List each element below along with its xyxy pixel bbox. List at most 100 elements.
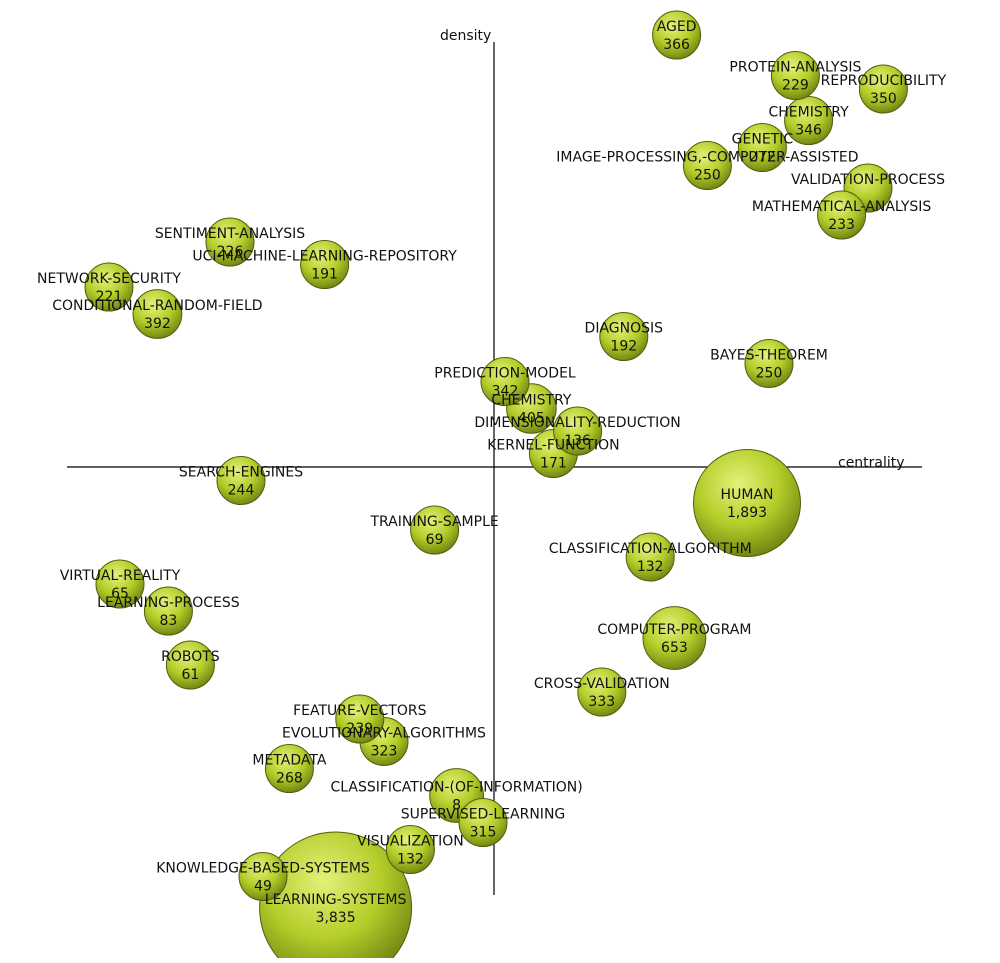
bubble-metadata[interactable] — [264, 744, 314, 793]
bubble-label-classification-of-information: CLASSIFICATION-(OF-INFORMATION) — [330, 780, 582, 796]
bubble-label-reproducibility: REPRODUCIBILITY — [821, 73, 947, 89]
bubble-count-chemistry: 346 — [795, 123, 822, 139]
bubble-label-prediction-model: PREDICTION-MODEL — [434, 366, 576, 382]
bubble-label-search-engines: SEARCH-ENGINES — [179, 465, 303, 481]
bubble-count-mathematical-analysis: 233 — [828, 217, 855, 233]
bubble-count-metadata: 268 — [276, 771, 303, 787]
bubble-count-cross-validation: 333 — [588, 694, 615, 710]
bubble-virtual-reality[interactable] — [95, 559, 145, 609]
bubble-count-classification-algorithm: 132 — [637, 559, 664, 575]
bubble-count-human: 1,893 — [727, 505, 767, 521]
bubble-robots[interactable] — [165, 640, 215, 690]
bubble-label-protein-analysis: PROTEIN-ANALYSIS — [729, 60, 861, 76]
bubble-count-search-engines: 244 — [228, 483, 255, 499]
bubble-protein-analysis[interactable] — [770, 51, 820, 100]
bubble-count-uci-machine-learning-repository: 191 — [311, 267, 338, 283]
bubble-count-supervised-learning: 315 — [470, 825, 497, 841]
bubble-count-robots: 61 — [181, 667, 199, 683]
bubble-reproducibility[interactable] — [858, 64, 908, 114]
bubble-learning-systems[interactable] — [259, 831, 413, 963]
bubble-count-conditional-random-field: 392 — [144, 316, 171, 332]
bubble-computer-program[interactable] — [642, 606, 707, 670]
x-axis-label: centrality — [838, 455, 905, 471]
bubble-learning-process[interactable] — [143, 586, 193, 636]
bubble-label-bayes-theorem: BAYES-THEOREM — [710, 348, 828, 364]
bubble-sentiment-analysis[interactable] — [205, 217, 255, 267]
label-layer: AGED 366 PROTEIN-ANALYSIS 229 REPRODUCIBILIT… — [37, 19, 947, 926]
bubble-count-protein-analysis: 229 — [782, 78, 809, 94]
bubble-count-image-processing-computer-assisted: 250 — [694, 168, 721, 184]
bubble-label-robots: ROBOTS — [161, 649, 220, 665]
bubble-label-dimensionality-reduction: DIMENSIONALITY-REDUCTION — [474, 415, 680, 431]
bubble-label-validation-process: VALIDATION-PROCESS — [791, 172, 945, 188]
bubble-uci-machine-learning-repository[interactable] — [300, 240, 350, 289]
bubble-count-evolutionary-algorithms: 323 — [371, 744, 398, 760]
bubble-count-prediction-model: 342 — [492, 384, 519, 400]
bubble-count-visualization: 132 — [397, 852, 424, 868]
bubble-human[interactable] — [693, 449, 801, 557]
bubble-label-uci-machine-learning-repository: UCI-MACHINE-LEARNING-REPOSITORY — [192, 249, 457, 265]
bubble-label-feature-vectors: FEATURE-VECTORS — [293, 703, 426, 719]
bubble-training-sample[interactable] — [410, 505, 460, 555]
bubble-label-training-sample: TRAINING-SAMPLE — [369, 514, 498, 530]
bubble-count-classification-of-information: 8 — [452, 798, 461, 814]
bubble-image-processing-computer-assisted[interactable] — [682, 141, 732, 190]
bubble-count-virtual-reality: 65 — [111, 586, 129, 602]
bubble-label-image-processing-computer-assisted: IMAGE-PROCESSING,-COMPUTER-ASSISTED — [556, 150, 858, 166]
bubble-label-network-security: NETWORK-SECURITY — [37, 271, 181, 287]
bubble-label-genetic: GENETIC — [732, 132, 794, 148]
bubble-count-dimensionality-reduction: 136 — [564, 433, 591, 449]
bubble-label-metadata: METADATA — [252, 753, 326, 769]
bubble-count-kernel-function: 171 — [540, 456, 567, 472]
bubble-mathematical-analysis[interactable] — [817, 190, 867, 240]
bubble-count-diagnosis: 192 — [610, 339, 637, 355]
bubble-supervised-learning[interactable] — [458, 798, 508, 847]
bubble-genetic[interactable] — [737, 123, 787, 172]
bubble-label-knowledge-based-systems: KNOWLEDGE-BASED-SYSTEMS — [156, 861, 370, 877]
bubble-label-diagnosis: DIAGNOSIS — [585, 321, 664, 337]
bubble-count-sentiment-analysis: 226 — [217, 244, 244, 260]
bubble-search-engines[interactable] — [216, 456, 266, 505]
bubble-label-cross-validation: CROSS-VALIDATION — [534, 676, 670, 692]
bubble-chemistry[interactable] — [784, 96, 834, 145]
bubble-label-chemistry: CHEMISTRY — [491, 393, 572, 409]
bubble-cross-validation[interactable] — [577, 667, 627, 717]
bubble-label-evolutionary-algorithms: EVOLUTIONARY-ALGORITHMS — [282, 726, 486, 742]
bubble-count-network-security: 221 — [96, 289, 123, 305]
bubble-label-chemistry: CHEMISTRY — [769, 105, 850, 121]
bubble-network-security[interactable] — [84, 262, 134, 312]
bubble-label-virtual-reality: VIRTUAL-REALITY — [60, 568, 181, 584]
bubble-label-learning-systems: LEARNING-SYSTEMS — [265, 892, 407, 908]
bubble-label-human: HUMAN — [721, 487, 774, 503]
bubble-label-kernel-function: KERNEL-FUNCTION — [487, 438, 619, 454]
bubble-count-genetic: 272 — [749, 150, 776, 166]
bubble-conditional-random-field[interactable] — [132, 289, 183, 339]
bubble-count-bayes-theorem: 250 — [756, 366, 783, 382]
bubble-aged[interactable] — [652, 10, 702, 60]
bubble-layer — [84, 10, 908, 963]
bubble-diagnosis[interactable] — [599, 312, 649, 361]
bubble-count-knowledge-based-systems: 49 — [254, 879, 272, 895]
bubble-classification-algorithm[interactable] — [625, 532, 675, 582]
bubble-label-supervised-learning: SUPERVISED-LEARNING — [401, 807, 566, 823]
bubble-count-chemistry: 405 — [518, 411, 545, 427]
bubble-label-visualization: VISUALIZATION — [357, 834, 464, 850]
bubble-count-learning-process: 83 — [159, 613, 177, 629]
bubble-dimensionality-reduction[interactable] — [553, 406, 603, 456]
bubble-feature-vectors[interactable] — [335, 694, 385, 744]
bubble-count-aged: 366 — [663, 37, 690, 53]
bubble-label-mathematical-analysis: MATHEMATICAL-ANALYSIS — [752, 199, 932, 215]
bubble-label-learning-process: LEARNING-PROCESS — [97, 595, 240, 611]
bubble-count-reproducibility: 350 — [870, 91, 897, 107]
bubble-knowledge-based-systems[interactable] — [238, 852, 288, 901]
y-axis-label: density — [440, 28, 491, 44]
bubble-label-aged: AGED — [657, 19, 697, 35]
bubble-count-feature-vectors: 239 — [346, 721, 373, 737]
bubble-visualization[interactable] — [385, 825, 435, 874]
bubble-bayes-theorem[interactable] — [744, 339, 794, 388]
bubble-label-computer-program: COMPUTER-PROGRAM — [597, 622, 751, 638]
bubble-prediction-model[interactable] — [480, 357, 530, 406]
bubble-count-computer-program: 653 — [661, 640, 688, 656]
